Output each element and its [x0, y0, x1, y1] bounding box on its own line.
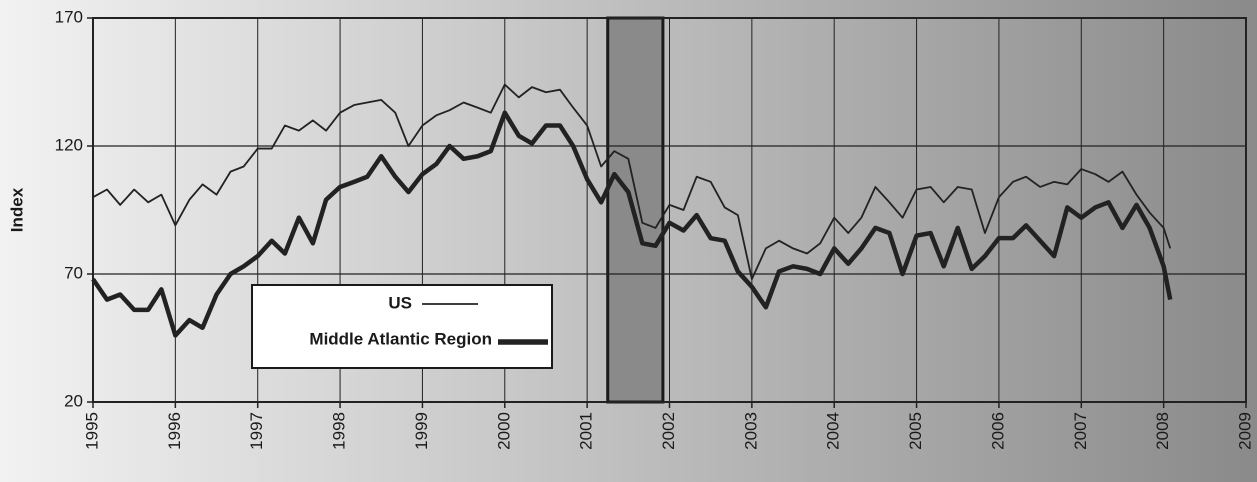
- x-tick-label: 1996: [165, 412, 184, 450]
- x-tick-label: 2007: [1071, 412, 1090, 450]
- line: [91, 110, 1173, 338]
- x-tick-label: 2003: [741, 412, 760, 450]
- x-tick-label: 2002: [659, 412, 678, 450]
- x-tick-label: 2005: [906, 412, 925, 450]
- x-tick-label: 2008: [1153, 412, 1172, 450]
- x-tick-label: 1998: [330, 412, 349, 450]
- y-tick-label: 120: [55, 135, 83, 154]
- legend: US Middle Atlantic Region: [251, 284, 553, 369]
- y-axis-label: Index: [7, 187, 26, 232]
- x-tick-label: 2001: [577, 412, 596, 450]
- x-tick-label: 2006: [988, 412, 1007, 450]
- x-tick-label: 2004: [824, 412, 843, 450]
- legend-label: Middle Atlantic Region: [309, 329, 492, 348]
- x-tick-label: 2000: [494, 412, 513, 450]
- x-tick-label: 1995: [82, 412, 101, 450]
- y-tick-label: 70: [64, 263, 83, 282]
- y-tick-label: 20: [64, 391, 83, 410]
- y-tick-label: 170: [55, 7, 83, 26]
- x-tick-label: 1999: [412, 412, 431, 450]
- legend-label: US: [388, 293, 412, 312]
- legend-box: [251, 284, 553, 369]
- x-tick-label: 1997: [247, 412, 266, 450]
- line: [92, 83, 1172, 281]
- plot-frame: [92, 17, 1247, 403]
- x-tick-label: 2009: [1235, 412, 1254, 450]
